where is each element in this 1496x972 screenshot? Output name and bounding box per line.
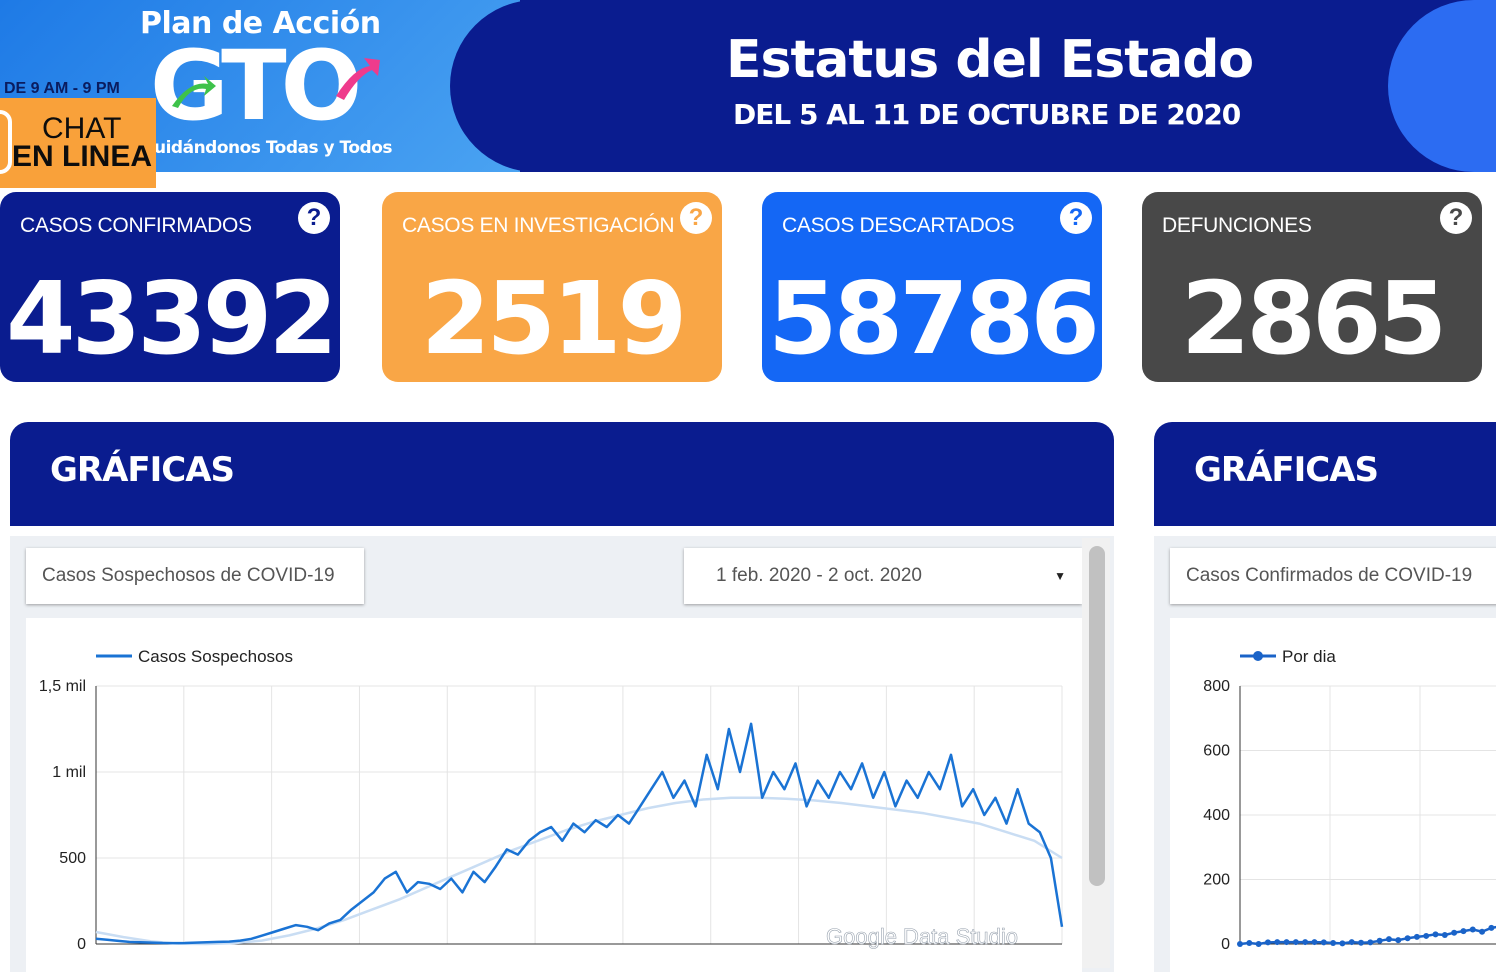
- series-line: [95, 796, 1063, 946]
- section-title: GRÁFICAS: [50, 450, 235, 490]
- card-value: 2519: [420, 260, 687, 377]
- y-tick-label: 800: [1203, 678, 1230, 695]
- green-arrow-icon: [172, 76, 216, 108]
- data-point: [1423, 932, 1430, 939]
- y-tick-label: 1,5 mil: [39, 678, 86, 695]
- chat-hours: DE 9 AM - 9 PM: [4, 80, 120, 97]
- y-tick-label: 200: [1203, 872, 1230, 889]
- data-point: [1348, 939, 1355, 946]
- chat-icon: [0, 110, 12, 174]
- left-chart-area: 0 500 1 mil 1,5 mil Casos Sospechosos Google …: [26, 618, 1082, 972]
- left-chart-panel: Casos Sospechosos de COVID-19 1 feb. 202…: [10, 536, 1114, 972]
- data-point: [1330, 940, 1337, 947]
- data-point: [1432, 931, 1439, 938]
- legend-label: Casos Sospechosos: [138, 647, 293, 666]
- legend-marker: [1253, 651, 1263, 661]
- chart-legend: Casos Sospechosos: [96, 647, 293, 666]
- chat-online-button[interactable]: [0, 98, 156, 188]
- chat-label: CHAT: [42, 112, 122, 145]
- data-point: [1451, 929, 1458, 936]
- data-point: [1311, 939, 1318, 946]
- data-point: [1264, 939, 1271, 946]
- data-point: [1358, 939, 1365, 946]
- status-title: Estatus del Estado: [726, 30, 1254, 90]
- card-label: DEFUNCIONES: [1162, 214, 1312, 237]
- data-point: [1255, 941, 1262, 947]
- data-point: [1413, 933, 1420, 940]
- scrollbar-thumb[interactable]: [1089, 546, 1105, 886]
- chevron-down-icon: ▼: [1054, 569, 1066, 583]
- section-graficas-right: GRÁFICAS: [1154, 422, 1496, 526]
- y-tick-label: 600: [1203, 743, 1230, 760]
- data-point: [1237, 941, 1243, 947]
- data-point: [1469, 926, 1476, 933]
- confirmed-cases-chart: 0 200 400 600 800 Por dia: [1203, 647, 1496, 953]
- help-icon[interactable]: ?: [1440, 202, 1472, 234]
- status-date-range: DEL 5 AL 11 DE OCTUBRE DE 2020: [733, 98, 1241, 131]
- right-chart-area: 0 200 400 600 800 Por dia: [1170, 618, 1496, 972]
- data-point: [1479, 928, 1486, 935]
- y-tick-label: 500: [59, 850, 86, 867]
- data-point: [1395, 937, 1402, 944]
- banner-right-panel: [450, 0, 1496, 172]
- gto-logo: GTO: [150, 30, 362, 142]
- chat-label-online: EN LINEA: [12, 140, 153, 173]
- data-point: [1292, 939, 1299, 946]
- series-line: [95, 722, 1064, 945]
- help-icon[interactable]: ?: [298, 202, 330, 234]
- data-point: [1441, 931, 1448, 938]
- card-label: CASOS EN INVESTIGACIÓN: [402, 214, 675, 237]
- chart-selector-dropdown[interactable]: Casos Confirmados de COVID-19: [1170, 548, 1496, 604]
- section-graficas-left: GRÁFICAS: [10, 422, 1114, 526]
- card-value: 58786: [768, 260, 1100, 377]
- help-icon[interactable]: ?: [1060, 202, 1092, 234]
- help-icon[interactable]: ?: [680, 202, 712, 234]
- data-point: [1488, 924, 1495, 931]
- plan-slogan: uidándonos Todas y Todos: [154, 138, 393, 158]
- date-range-picker[interactable]: 1 feb. 2020 - 2 oct. 2020 ▼: [684, 548, 1082, 604]
- card-deaths: DEFUNCIONES ? 2865: [1142, 192, 1482, 382]
- data-point: [1404, 935, 1411, 942]
- chart-selector-dropdown[interactable]: Casos Sospechosos de COVID-19: [26, 548, 364, 604]
- card-discarded: CASOS DESCARTADOS ? 58786: [762, 192, 1102, 382]
- data-point: [1385, 936, 1392, 943]
- chart-legend: Por dia: [1240, 647, 1336, 666]
- pink-arrow-icon: [336, 58, 380, 100]
- data-point: [1246, 940, 1253, 947]
- data-point: [1320, 939, 1327, 946]
- right-chart-panel: Casos Confirmados de COVID-19 0 200 400 600…: [1154, 536, 1496, 972]
- date-range-label: 1 feb. 2020 - 2 oct. 2020: [716, 565, 922, 586]
- data-point: [1302, 939, 1309, 946]
- data-point: [1339, 940, 1346, 947]
- y-tick-label: 1 mil: [52, 764, 86, 781]
- plan-title: Plan de Acción: [140, 6, 381, 41]
- section-title: GRÁFICAS: [1194, 450, 1379, 490]
- card-label: CASOS CONFIRMADOS: [20, 214, 252, 237]
- data-point: [1376, 937, 1383, 944]
- data-point: [1274, 939, 1281, 946]
- y-tick-label: 0: [1221, 936, 1230, 953]
- y-tick-label: 400: [1203, 807, 1230, 824]
- card-value: 2865: [1180, 260, 1447, 377]
- legend-label: Por dia: [1282, 647, 1336, 666]
- card-confirmed: CASOS CONFIRMADOS ? 43392: [0, 192, 340, 382]
- card-value: 43392: [6, 260, 338, 377]
- data-point: [1283, 939, 1290, 946]
- watermark: Google Data Studio: [826, 924, 1018, 949]
- card-investigation: CASOS EN INVESTIGACIÓN ? 2519: [382, 192, 722, 382]
- data-point: [1367, 939, 1374, 946]
- data-point: [1460, 928, 1467, 935]
- suspected-cases-chart: 0 500 1 mil 1,5 mil Casos Sospechosos Google …: [39, 647, 1064, 953]
- card-label: CASOS DESCARTADOS: [782, 214, 1015, 237]
- y-tick-label: 0: [77, 936, 86, 953]
